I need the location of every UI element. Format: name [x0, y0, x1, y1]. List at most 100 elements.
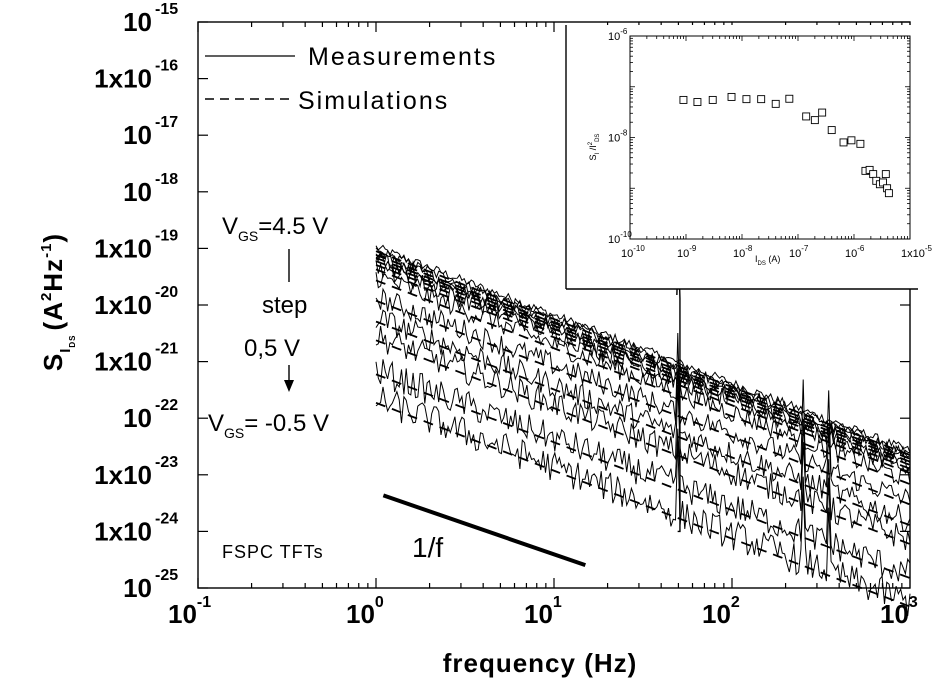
y-tick-label: 10	[123, 7, 152, 37]
legend-simulations-label: Simulations	[298, 87, 449, 115]
inset-data-point	[693, 98, 702, 106]
inset-x-tick-label: 10-9	[677, 244, 697, 260]
x-tick-label: 103	[880, 594, 918, 629]
measurement-curve	[375, 272, 911, 486]
simulation-curve	[375, 339, 911, 545]
y-tick-exponent: -17	[155, 114, 178, 131]
y-tick-exponent: -18	[155, 171, 178, 188]
measurement-curve	[375, 247, 911, 458]
y-tick-exponent: -16	[155, 58, 178, 75]
legend-measurements-label: Measurements	[308, 43, 497, 71]
inset-data-point	[679, 95, 688, 104]
step-value: 0,5 V	[244, 335, 300, 362]
inset-data-point	[839, 138, 848, 147]
x-tick-label: 101	[524, 594, 562, 629]
simulation-curve	[375, 279, 911, 486]
inset-y-tick-label: 10-6	[608, 27, 628, 43]
svg-text:SI /I2DS: SI /I2DS	[588, 134, 601, 161]
inset-data-point	[847, 136, 856, 145]
inset-y-axis-title: SI /I2DS	[588, 134, 601, 161]
inset-data-point	[785, 94, 794, 103]
y-tick-exponent: -20	[155, 284, 178, 301]
x-axis-title: frequency (Hz)	[443, 648, 638, 678]
vgs-top-label: VGS=4.5 V	[222, 213, 328, 244]
inset-x-tick-label: 10-7	[789, 244, 809, 260]
device-label: FSPC TFTs	[222, 542, 324, 562]
y-tick-label: 1x10	[94, 347, 152, 377]
y-tick-exponent: -21	[155, 341, 178, 358]
y-tick-label: 1x10	[94, 64, 152, 94]
inset-y-tick-label: 10-8	[608, 129, 628, 145]
inset-data-point	[879, 178, 887, 187]
y-tick-exponent: -23	[155, 454, 178, 471]
measurement-curve	[375, 326, 911, 550]
y-tick-label: 1x10	[94, 460, 152, 490]
inset-axes-ticks	[629, 36, 910, 240]
y-tick-label: 10	[123, 403, 152, 433]
simulation-curve	[375, 320, 911, 527]
vgs-bottom-label: VGS= -0.5 V	[208, 410, 329, 441]
inset-data-points	[679, 92, 893, 198]
y-tick-exponent: -24	[155, 510, 178, 527]
inset-data-point	[884, 189, 893, 198]
y-tick-exponent: -15	[155, 1, 178, 18]
inset-data-point	[771, 99, 780, 108]
y-tick-label: 10	[123, 573, 152, 603]
inset-x-tick-labels: 10-10 10-9 10-8 10-7 10-6 1x10-5	[621, 244, 933, 260]
inset-data-point	[802, 112, 811, 121]
step-label: step	[262, 292, 307, 319]
measurement-curve	[375, 251, 911, 464]
x-tick-label: 100	[346, 594, 384, 629]
svg-text:SIDS(A2Hz-1): SIDS(A2Hz-1)	[38, 233, 77, 371]
x-tick-label: 102	[702, 594, 740, 629]
y-tick-exponent: -19	[155, 227, 178, 244]
simulation-curve	[375, 254, 911, 460]
y-tick-label: 1x10	[94, 233, 152, 263]
x-tick-labels: 10-1 100 101 102 103	[168, 594, 918, 629]
y-tick-label: 10	[123, 120, 152, 150]
simulation-curve	[375, 373, 911, 579]
inset-data-point	[827, 126, 836, 135]
inset-data-point	[742, 95, 751, 104]
y-tick-label: 10	[123, 177, 152, 207]
inset-x-axis-title: IDS (A)	[755, 254, 780, 267]
inset-data-point	[881, 170, 890, 179]
inset-data-point	[818, 108, 827, 117]
inset-data-point	[727, 92, 736, 101]
inset-background	[566, 25, 918, 289]
measurement-curve	[375, 244, 911, 453]
y-axis-title: SIDS(A2Hz-1)	[38, 233, 77, 371]
y-tick-exponent: -25	[155, 567, 178, 584]
simulation-curve	[375, 299, 911, 506]
simulation-curve	[375, 257, 911, 463]
inset-y-tick-label: 10-10	[608, 230, 632, 246]
y-tick-exponent: -22	[155, 397, 178, 414]
inset-data-point	[708, 95, 717, 104]
measurement-curve	[375, 260, 911, 472]
simulation-curve	[375, 401, 911, 608]
one-over-f-slope-line	[382, 493, 586, 568]
inset-data-point	[869, 170, 878, 179]
slope-label: 1/f	[412, 532, 443, 563]
inset-plot: 10-10 10-9 10-8 10-7 10-6 1x10-5 10-610-810-1…	[565, 25, 933, 290]
y-tick-label: 1x10	[94, 290, 152, 320]
slope-indicator	[382, 493, 586, 568]
inset-x-tick-label: 10-6	[845, 244, 865, 260]
x-tick-label: 10-1	[168, 594, 211, 629]
measurement-curve	[375, 386, 911, 617]
inset-y-tick-labels: 10-6 10-8 10-10	[608, 27, 632, 246]
inset-data-point	[757, 95, 766, 104]
y-tick-label: 1x10	[94, 516, 152, 546]
legend: Measurements Simulations	[205, 43, 497, 115]
inset-data-point	[810, 116, 819, 125]
vgs-annotation: VGS=4.5 V step 0,5 V VGS= -0.5 V FSPC TF…	[208, 213, 443, 563]
inset-data-point	[856, 139, 865, 148]
inset-x-tick-label: 10-10	[621, 244, 645, 260]
inset-x-tick-label: 10-8	[733, 244, 753, 260]
inset-x-tick-label: 1x10-5	[901, 244, 933, 260]
curve-family	[375, 243, 911, 617]
simulation-curve	[375, 264, 911, 470]
